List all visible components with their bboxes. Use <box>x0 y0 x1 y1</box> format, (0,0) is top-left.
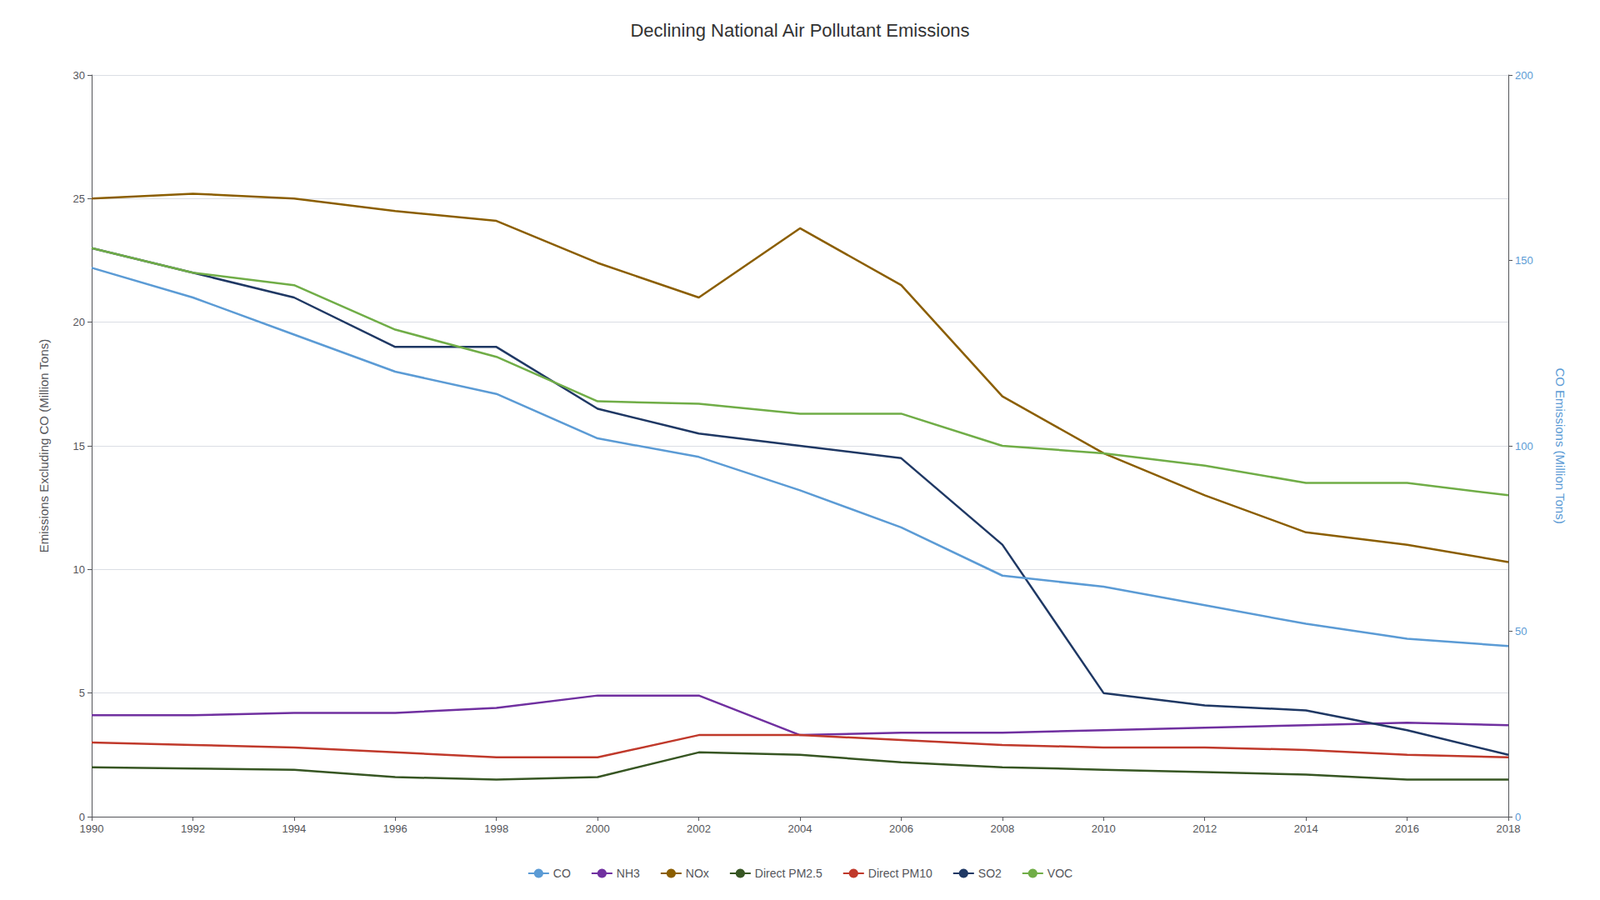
svg-text:2000: 2000 <box>585 822 610 835</box>
svg-text:1990: 1990 <box>80 822 105 835</box>
svg-text:1996: 1996 <box>383 822 408 835</box>
svg-text:Emissions Excluding CO (Millio: Emissions Excluding CO (Million Tons) <box>36 339 51 553</box>
svg-text:CO: CO <box>553 866 571 880</box>
svg-text:2016: 2016 <box>1395 822 1420 835</box>
svg-text:Declining National Air Polluta: Declining National Air Pollutant Emissio… <box>630 20 970 41</box>
svg-text:1992: 1992 <box>180 822 205 835</box>
svg-text:NH3: NH3 <box>616 866 640 880</box>
svg-text:2008: 2008 <box>990 822 1015 835</box>
svg-text:10: 10 <box>73 563 85 576</box>
svg-text:Direct PM10: Direct PM10 <box>868 866 933 880</box>
svg-text:Direct PM2.5: Direct PM2.5 <box>755 866 823 880</box>
svg-text:2004: 2004 <box>788 822 813 835</box>
svg-text:25: 25 <box>73 192 85 205</box>
svg-text:2018: 2018 <box>1496 822 1521 835</box>
svg-text:2012: 2012 <box>1192 822 1217 835</box>
svg-text:2014: 2014 <box>1294 822 1319 835</box>
svg-text:1998: 1998 <box>484 822 509 835</box>
svg-text:2002: 2002 <box>686 822 711 835</box>
svg-text:100: 100 <box>1515 440 1534 453</box>
svg-text:50: 50 <box>1515 625 1527 638</box>
svg-text:1994: 1994 <box>281 822 306 835</box>
svg-text:200: 200 <box>1515 69 1534 82</box>
svg-text:0: 0 <box>1515 810 1521 824</box>
svg-text:0: 0 <box>79 810 85 824</box>
svg-text:SO2: SO2 <box>978 866 1002 880</box>
svg-text:5: 5 <box>79 686 85 700</box>
svg-text:2006: 2006 <box>889 822 914 835</box>
svg-text:15: 15 <box>73 440 85 453</box>
svg-text:20: 20 <box>73 315 85 329</box>
svg-text:2010: 2010 <box>1091 822 1116 835</box>
svg-text:VOC: VOC <box>1047 866 1073 880</box>
svg-text:NOx: NOx <box>685 866 710 880</box>
svg-text:CO Emissions (Million Tons): CO Emissions (Million Tons) <box>1553 367 1568 524</box>
svg-text:30: 30 <box>73 69 85 82</box>
svg-text:150: 150 <box>1515 254 1534 267</box>
